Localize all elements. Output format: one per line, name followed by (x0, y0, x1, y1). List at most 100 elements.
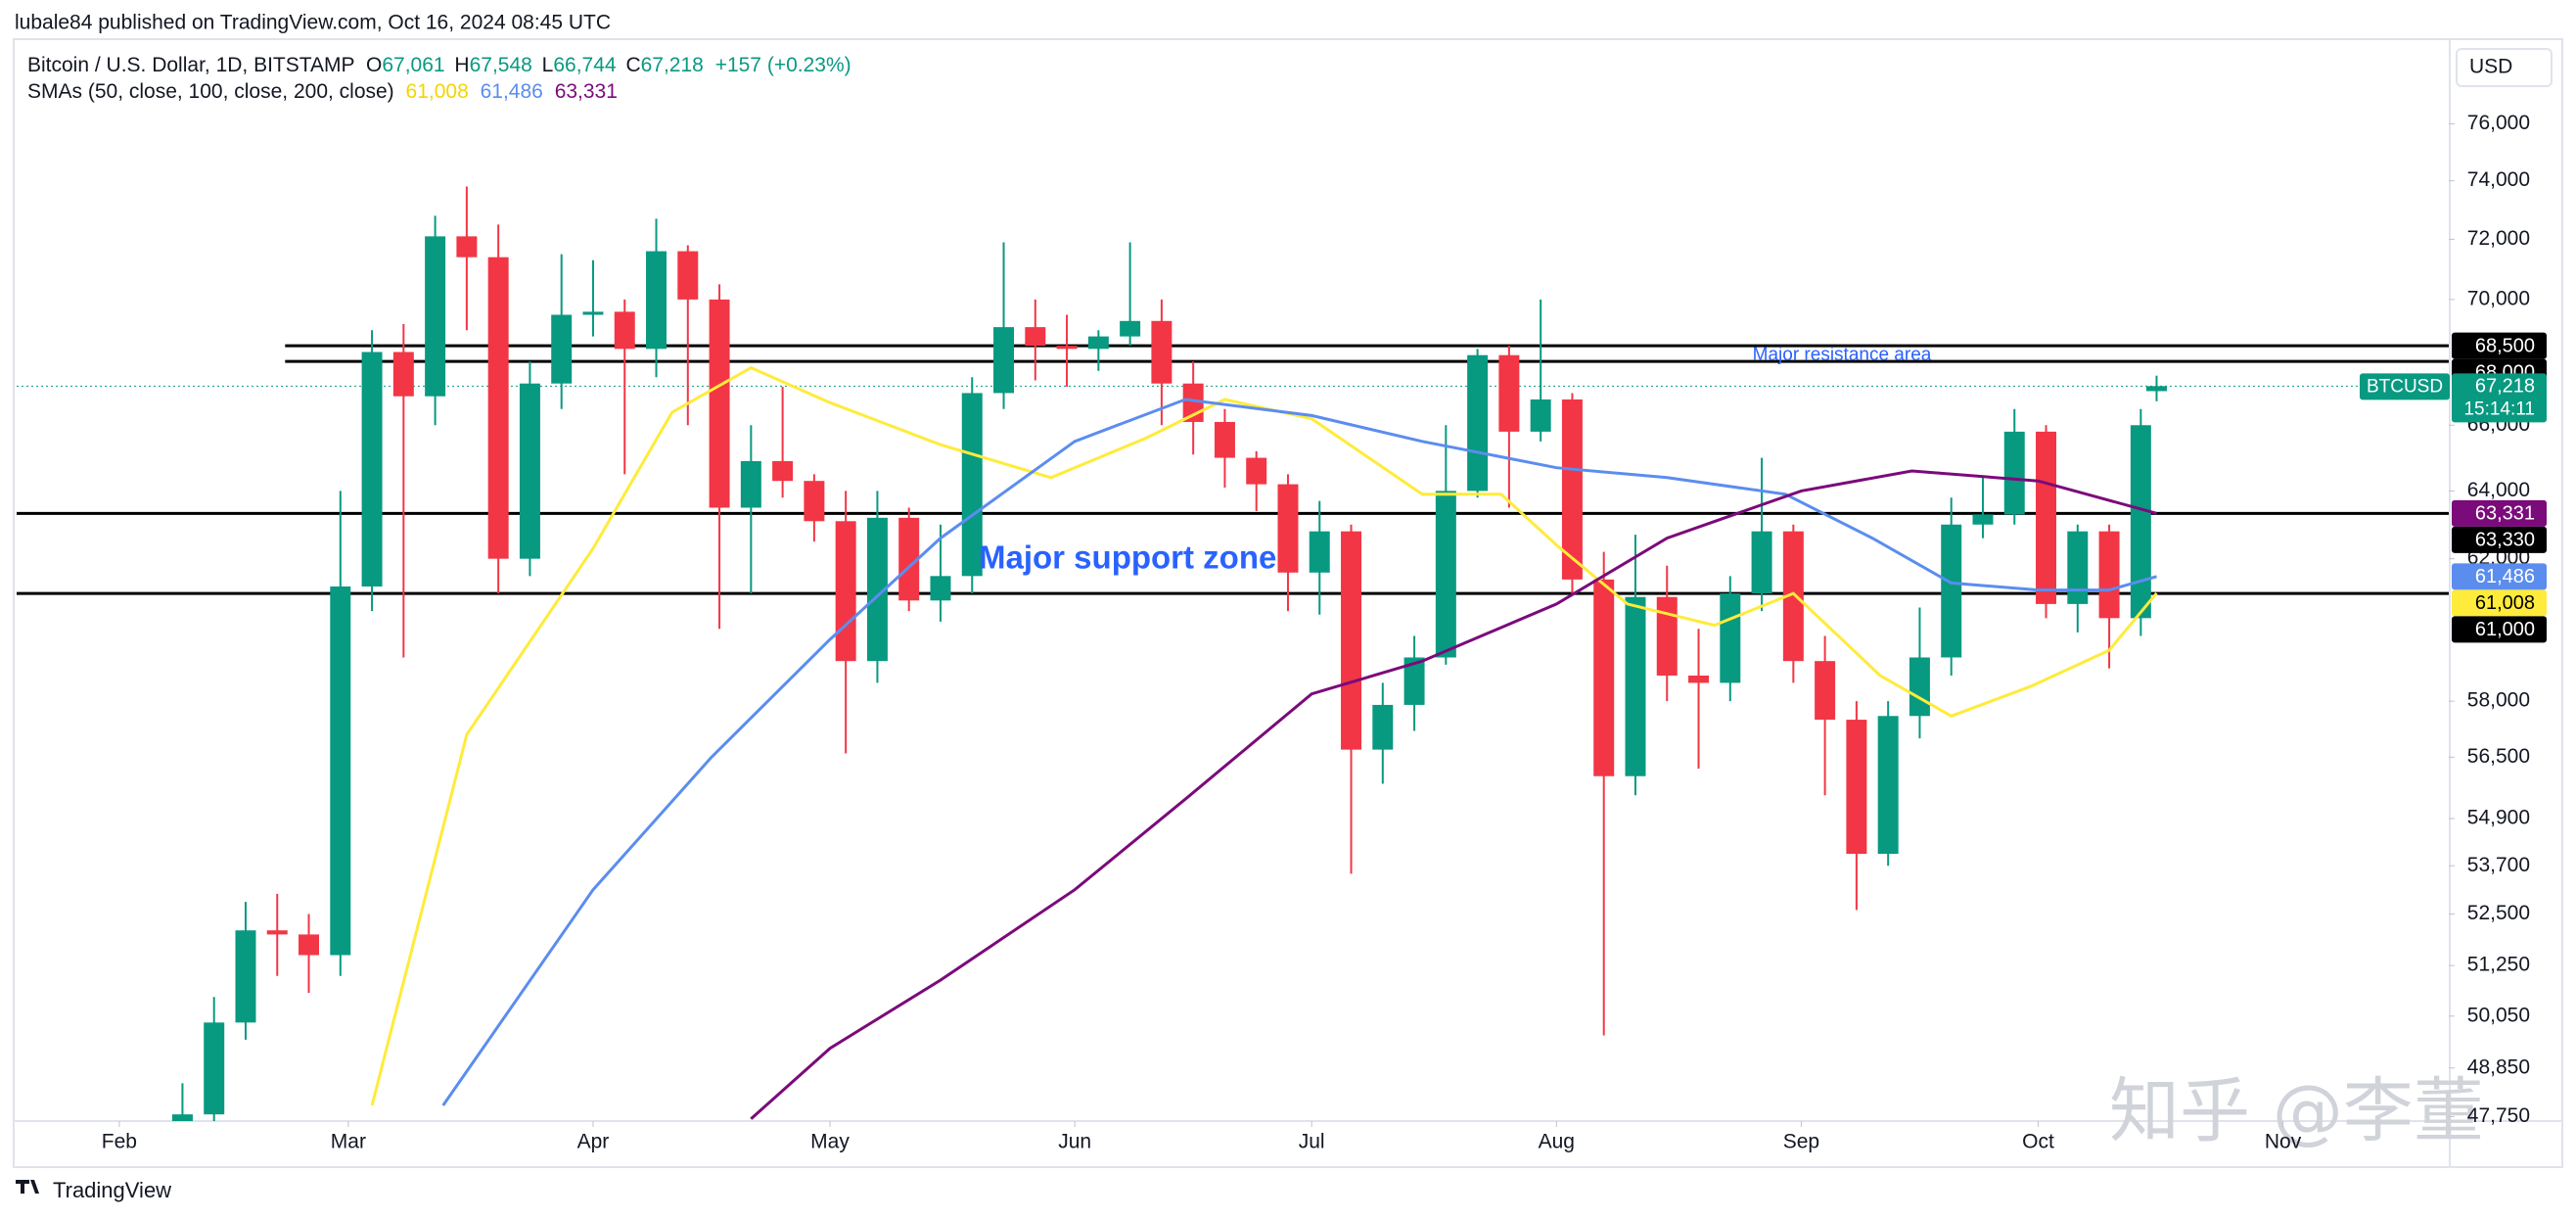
y-tick-label: 70,000 (2467, 287, 2530, 309)
candle-body (1467, 354, 1489, 492)
last-price-tag (2452, 373, 2547, 423)
x-tick-label: Mar (331, 1131, 366, 1153)
y-tick-label: 74,000 (2467, 168, 2530, 191)
countdown: 15:14:11 (2463, 399, 2535, 419)
candle-body (1561, 399, 1583, 580)
candle-body (1941, 524, 1962, 658)
candle-body (361, 352, 383, 586)
candle-body (1277, 484, 1299, 573)
candle-body (709, 299, 730, 508)
candle-body (551, 314, 573, 384)
price-tag-label: 63,331 (2475, 503, 2535, 525)
candle-body (2036, 431, 2057, 604)
x-tick-label: Sep (1783, 1131, 1819, 1153)
symbol-tag-label: BTCUSD (2367, 376, 2443, 397)
candle-body (2098, 531, 2120, 619)
candle-body (1688, 675, 1710, 683)
y-tick-label: 58,000 (2467, 689, 2530, 712)
price-tag (2452, 332, 2547, 359)
candle-body (1593, 579, 1615, 776)
ohlc-key: O (366, 54, 382, 76)
legend-sma: SMAs (50, close, 100, close, 200, close)… (27, 80, 618, 103)
candle-body (392, 352, 414, 397)
x-tick-label: Feb (102, 1131, 137, 1153)
candle-body (740, 460, 761, 508)
candle-body (2003, 431, 2025, 515)
ohlc-value: 67,548 (470, 54, 532, 76)
price-tag-label: 63,330 (2475, 530, 2535, 551)
publish-header: lubale84 published on TradingView.com, O… (15, 12, 611, 34)
candle-body (1625, 596, 1646, 776)
candle-body (1530, 399, 1551, 432)
ohlc-key: H (454, 54, 469, 76)
candle-body (330, 586, 351, 956)
ohlc-key: L (542, 54, 554, 76)
annotation: Major support zone (979, 539, 1276, 576)
currency[interactable]: USD (2469, 56, 2512, 78)
candle-body (1435, 491, 1456, 658)
candle-body (804, 481, 825, 522)
candle-body (677, 251, 699, 300)
candle-body (425, 236, 446, 397)
x-tick-label: Oct (2022, 1131, 2054, 1153)
symbol: Bitcoin / U.S. Dollar, 1D, BITSTAMP (27, 54, 354, 76)
price-tag (2452, 526, 2547, 553)
annotation: Major resistance area (1753, 345, 1932, 365)
candle-body (1403, 657, 1425, 705)
candle-body (235, 930, 256, 1023)
candle-body (1877, 716, 1899, 855)
sma-value: 61,008 (406, 80, 469, 103)
symbol-tag (2360, 373, 2450, 400)
price-tag-label: 61,000 (2475, 619, 2535, 640)
candle-body (1846, 720, 1867, 855)
price-tag-label: 68,500 (2475, 335, 2535, 356)
tv-logo (16, 1180, 39, 1194)
candle-body (519, 383, 540, 559)
candle-body (299, 934, 320, 956)
candle-body (1309, 531, 1330, 573)
candle-body (993, 327, 1015, 394)
plot-area (17, 186, 2449, 1121)
sma-line (370, 365, 2158, 1106)
x-tick-label: Apr (577, 1131, 610, 1153)
y-tick-label: 50,050 (2467, 1004, 2530, 1026)
candle-body (1972, 514, 1994, 525)
y-tick-label: 76,000 (2467, 112, 2530, 134)
candle-body (1498, 354, 1520, 432)
ohlc-value: 66,744 (553, 54, 617, 76)
y-tick-label: 64,000 (2467, 479, 2530, 501)
price-tag (2452, 589, 2547, 617)
candle-body (1214, 421, 1235, 458)
currency-button[interactable] (2456, 48, 2553, 87)
candle-body (1656, 596, 1678, 676)
candle-body (1815, 661, 1836, 721)
candle-body (930, 576, 951, 601)
candle-body (266, 930, 288, 935)
footer: TradingView (53, 1178, 171, 1202)
candle-body (898, 517, 920, 601)
candle-body (772, 460, 794, 482)
y-tick-label: 54,900 (2467, 807, 2530, 829)
price-tag-label: 61,486 (2475, 566, 2535, 587)
last-price-label: 67,218 (2475, 376, 2535, 398)
y-tick-label: 53,700 (2467, 854, 2530, 876)
x-tick-label: Jul (1299, 1131, 1325, 1153)
sma-label: SMAs (50, close, 100, close, 200, close) (27, 80, 394, 103)
candle-body (835, 521, 856, 662)
sma-value: 63,331 (555, 80, 618, 103)
price-tag-label: 61,008 (2475, 592, 2535, 614)
ohlc-value: 67,218 (641, 54, 704, 76)
candle-body (1909, 657, 1930, 717)
y-tick-label: 72,000 (2467, 227, 2530, 250)
candle-body (646, 251, 667, 350)
candle-body (171, 1114, 193, 1121)
candle-body (204, 1022, 225, 1115)
y-tick-label: 56,500 (2467, 745, 2530, 768)
sma-value: 61,486 (481, 80, 543, 103)
y-tick-label: 52,500 (2467, 902, 2530, 924)
price-tag (2452, 563, 2547, 590)
ohlc-key: C (625, 54, 640, 76)
candle-body (1087, 336, 1109, 350)
